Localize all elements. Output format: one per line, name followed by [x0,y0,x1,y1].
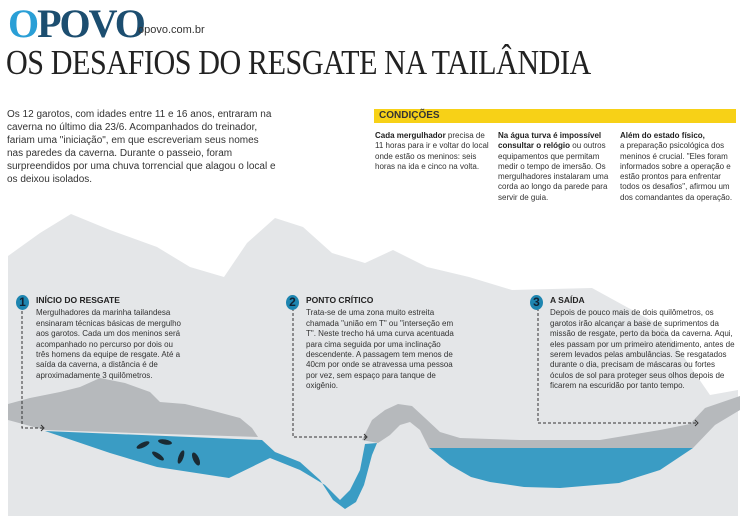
arrow-heads [40,419,699,441]
site-url[interactable]: opovo.com.br [138,24,205,36]
step-text: Depois de pouco mais de dois quilômetros… [550,308,735,391]
diver-icon [152,451,164,461]
rock-band-left [8,378,258,437]
condition-text: a preparação psicológica dos meninos é c… [620,141,733,202]
logo-rest: POVO [37,1,146,46]
condition-column: Além do estado físico, a preparação psic… [620,131,736,203]
diver-icon [177,450,185,464]
step-text: Trata-se de uma zona muito estreita cham… [306,308,454,391]
condition-column: Na água turva é impossível consultar o r… [498,131,616,203]
water-right [429,448,693,488]
divers [136,439,201,466]
arrow-icon [363,433,368,441]
step-exit: A SAÍDA Depois de pouco mais de dois quil… [550,295,735,392]
step-number-badge: 2 [286,295,299,310]
step-title: PONTO CRÍTICO [306,295,374,305]
opovo-logo: OPOVO [8,1,146,46]
diver-icon [136,441,150,449]
route-line-2 [292,308,366,438]
step-start: INÍCIO DO RESGATE Mergulhadores da marinh… [36,295,186,381]
diver-icon [158,439,172,445]
arrow-icon [694,419,699,427]
step-title: A SAÍDA [550,295,585,305]
condition-lead: Na água turva é impossível consultar o r… [498,131,602,151]
conditions-header: CONDIÇÕES [374,109,736,123]
step-title: INÍCIO DO RESGATE [36,295,120,305]
condition-text: precisa de 11 horas para ir e voltar do … [375,131,489,171]
condition-lead: Além do estado físico, [620,131,705,140]
condition-lead: Cada mergulhador [375,131,446,140]
diver-icon [191,452,201,466]
step-critical-point: PONTO CRÍTICO Trata-se de uma zona muito … [306,295,456,392]
page-title: OS DESAFIOS DO RESGATE NA TAILÂNDIA [6,43,591,82]
water-left [45,431,377,509]
condition-text: ou outros equipamentos que permitam medi… [498,141,609,202]
intro-paragraph: Os 12 garotos, com idades entre 11 e 16 … [7,109,276,185]
rock-arch [362,396,740,448]
conditions-label: CONDIÇÕES [379,110,440,121]
route-lines [21,306,697,438]
arrow-icon [40,424,45,432]
step-number-badge: 1 [16,295,29,310]
step-number-badge: 3 [530,295,543,310]
condition-column: Cada mergulhador precisa de 11 horas par… [375,131,493,172]
route-line-1 [21,306,43,429]
step-text: Mergulhadores da marinha tailandesa ensi… [36,308,181,380]
route-line-3 [537,308,697,424]
logo-first-letter: O [8,1,39,46]
